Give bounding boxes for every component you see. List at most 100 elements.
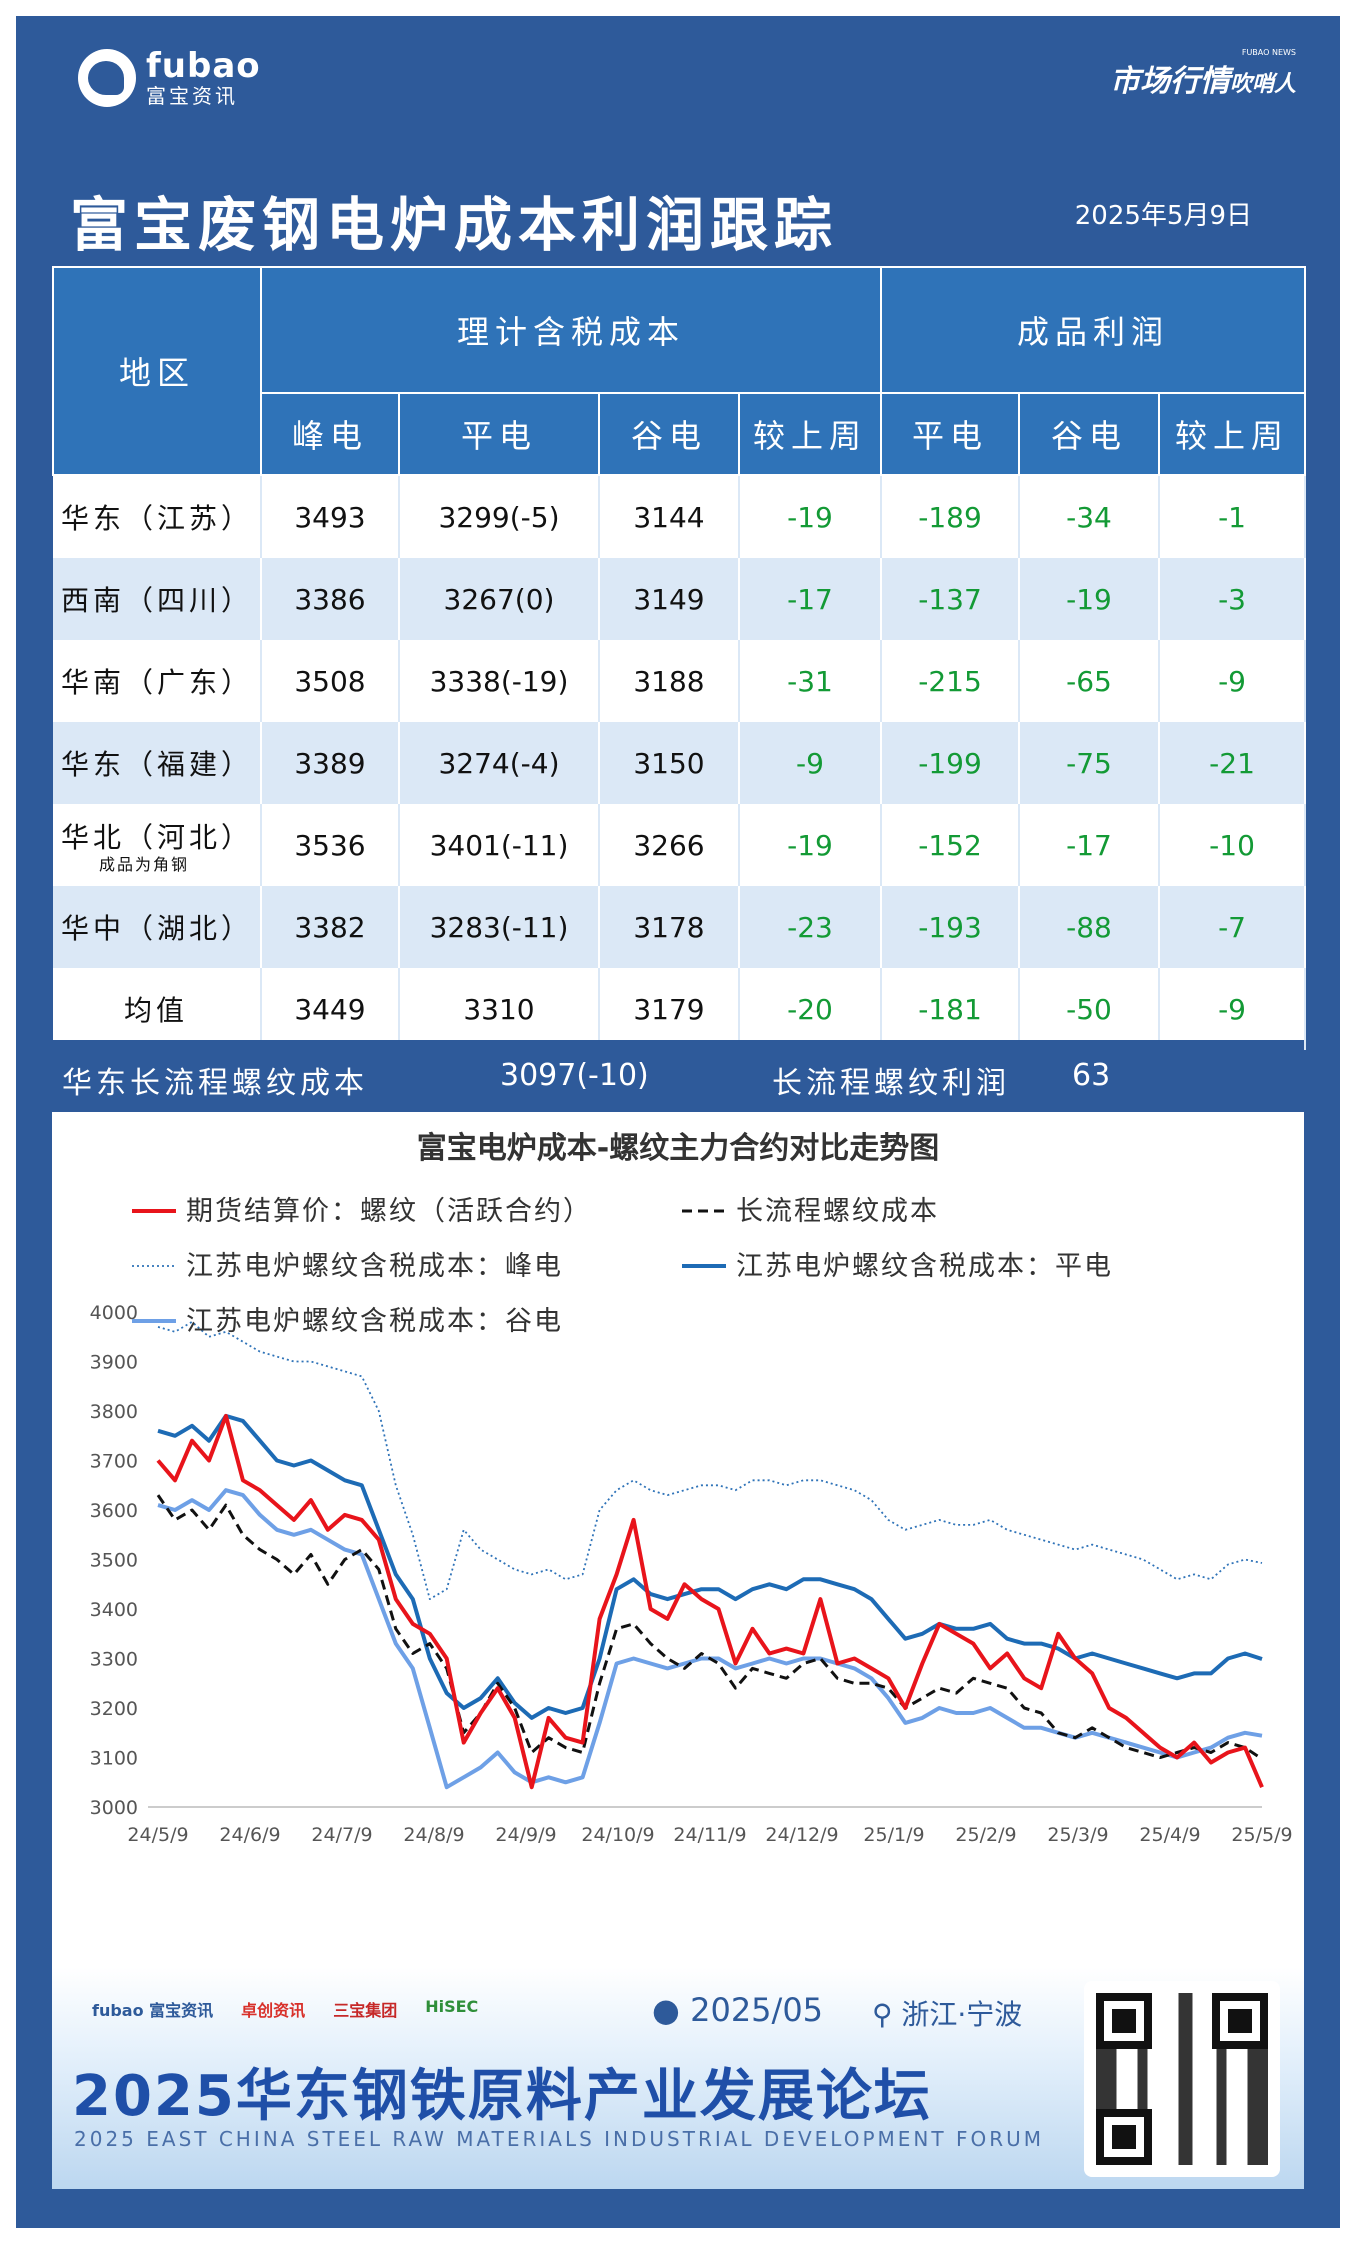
cost-flat-cell: 3299(-5) bbox=[399, 475, 600, 558]
x-tick-label: 24/5/9 bbox=[127, 1824, 188, 1846]
series-line-4 bbox=[157, 1488, 1263, 1790]
y-tick-label: 3200 bbox=[90, 1698, 138, 1720]
profit-flat-cell: -199 bbox=[881, 722, 1021, 804]
y-tick-label: 3300 bbox=[90, 1649, 138, 1671]
region-cell: 西南（四川） bbox=[53, 558, 262, 640]
cost-flat-cell: 3267(0) bbox=[399, 558, 600, 640]
cost-valley-cell: 3144 bbox=[599, 475, 740, 558]
table-row: 华中（湖北） 3382 3283(-11) 3178 -23 -193 -88 … bbox=[53, 886, 1307, 968]
region-cell: 华北（河北） 成品为角钢 bbox=[53, 804, 262, 886]
logo-text: fubao 富宝资讯 bbox=[146, 48, 261, 108]
cost-valley-cell: 3149 bbox=[599, 558, 740, 640]
profit-flat-cell: -193 bbox=[881, 886, 1021, 968]
profit-wow-cell: -9 bbox=[1159, 640, 1307, 722]
market-label2: 吹哨人 bbox=[1229, 72, 1296, 97]
region-cell: 华东（福建） bbox=[53, 722, 262, 804]
cost-wow-cell: -23 bbox=[739, 886, 883, 968]
x-tick-label: 24/12/9 bbox=[765, 1824, 838, 1846]
y-tick-label: 3000 bbox=[90, 1797, 138, 1819]
x-tick-label: 24/7/9 bbox=[311, 1824, 372, 1846]
chart-area: 富宝电炉成本-螺纹主力合约对比走势图 3000 3100 3200 3300 3400 35… bbox=[52, 1112, 1304, 1967]
cost-valley-cell: 3179 bbox=[599, 968, 740, 1050]
cost-peak-cell: 3382 bbox=[261, 886, 400, 968]
cost-peak-cell: 3389 bbox=[261, 722, 400, 804]
report-date: 2025年5月9日 bbox=[1074, 201, 1252, 231]
cost-wow-cell: -17 bbox=[739, 558, 883, 640]
series-line-3 bbox=[157, 1413, 1263, 1720]
cost-valley-cell: 3150 bbox=[599, 722, 740, 804]
sponsor-fubao-logo: fubao 富宝资讯 bbox=[92, 2001, 214, 2020]
table-row: 华南（广东） 3508 3338(-19) 3188 -31 -215 -65 … bbox=[53, 640, 1307, 722]
qr-code[interactable] bbox=[1084, 1981, 1280, 2177]
y-tick-label: 3900 bbox=[90, 1352, 138, 1374]
chart-title: 富宝电炉成本-螺纹主力合约对比走势图 bbox=[417, 1131, 939, 1166]
average-label: 均值 bbox=[53, 968, 262, 1050]
cost-wow-cell: -31 bbox=[739, 640, 883, 722]
header-region: 地区 bbox=[52, 266, 262, 476]
x-tick-label: 24/8/9 bbox=[403, 1824, 464, 1846]
region-name: 华北（河北） bbox=[61, 821, 254, 854]
market-sub: FUBAO NEWS bbox=[1241, 48, 1296, 57]
y-tick-label: 3100 bbox=[90, 1748, 138, 1770]
cost-profit-table: 地区 理计含税成本 成品利润 峰电 平电 谷电 较上周 平电 谷电 较上周 华东… bbox=[52, 266, 1307, 1050]
table-row: 西南（四川） 3386 3267(0) 3149 -17 -137 -19 -3 bbox=[53, 558, 1307, 640]
qr-finder bbox=[1212, 1993, 1268, 2049]
table-row: 华东（福建） 3389 3274(-4) 3150 -9 -199 -75 -2… bbox=[53, 722, 1307, 804]
series-line-0 bbox=[156, 1413, 1264, 1790]
x-tick-label: 24/11/9 bbox=[673, 1824, 746, 1846]
x-tick-label: 25/2/9 bbox=[955, 1824, 1016, 1846]
profit-valley-cell: -75 bbox=[1019, 722, 1161, 804]
x-tick-label: 24/6/9 bbox=[219, 1824, 280, 1846]
profit-flat-cell: -215 bbox=[881, 640, 1021, 722]
cost-flat-cell: 3338(-19) bbox=[399, 640, 600, 722]
table-row-average: 均值 3449 3310 3179 -20 -181 -50 -9 bbox=[53, 968, 1307, 1050]
cost-flat-cell: 3274(-4) bbox=[399, 722, 600, 804]
header-profit-flat: 平电 bbox=[880, 392, 1021, 476]
cost-peak-cell: 3449 bbox=[261, 968, 400, 1050]
x-tick-label: 25/4/9 bbox=[1139, 1824, 1200, 1846]
y-tick-label: 3800 bbox=[90, 1401, 138, 1423]
logo: fubao 富宝资讯 bbox=[78, 48, 261, 108]
market-badge: FUBAO NEWS 市场行情吹哨人 bbox=[1110, 48, 1296, 100]
page-title: 富宝废钢电炉成本利润跟踪 bbox=[70, 191, 839, 259]
forum-location: ⚲ 浙江·宁波 bbox=[872, 1998, 1023, 2031]
logo-en: fubao bbox=[146, 46, 261, 86]
cost-wow-cell: -19 bbox=[739, 804, 883, 886]
forum-title: 2025华东钢铁原料产业发展论坛 bbox=[72, 2064, 932, 2129]
cost-peak-cell: 3493 bbox=[261, 475, 400, 558]
y-tick-label: 3500 bbox=[90, 1550, 138, 1572]
cost-wow-cell: -20 bbox=[739, 968, 883, 1050]
cost-flat-cell: 3283(-11) bbox=[399, 886, 600, 968]
series-line-1 bbox=[156, 1494, 1263, 1761]
y-tick-label: 3600 bbox=[90, 1500, 138, 1522]
table-row: 华北（河北） 成品为角钢 3536 3401(-11) 3266 -19 -15… bbox=[53, 804, 1307, 886]
x-tick-label: 25/1/9 bbox=[863, 1824, 924, 1846]
logo-cn: 富宝资讯 bbox=[146, 84, 238, 108]
profit-valley-cell: -88 bbox=[1019, 886, 1161, 968]
cost-valley-cell: 3266 bbox=[599, 804, 740, 886]
long-process-bar: 华东长流程螺纹成本 3097(-10) 长流程螺纹利润 63 bbox=[52, 1040, 1304, 1112]
profit-wow-cell: -21 bbox=[1159, 722, 1307, 804]
sponsor-logos: fubao 富宝资讯 卓创资讯 三宝集团 HiSEC bbox=[92, 1997, 478, 2021]
qr-finder bbox=[1096, 2109, 1152, 2165]
qr-finder bbox=[1096, 1993, 1152, 2049]
profit-wow-cell: -10 bbox=[1159, 804, 1307, 886]
legend-label: 江苏电炉螺纹含税成本：峰电 bbox=[186, 1251, 563, 1282]
header-profit-group: 成品利润 bbox=[880, 266, 1307, 394]
cost-wow-cell: -19 bbox=[739, 475, 883, 558]
profit-wow-cell: -7 bbox=[1159, 886, 1307, 968]
header-cost-peak: 峰电 bbox=[260, 392, 400, 476]
x-tick-label: 24/9/9 bbox=[495, 1824, 556, 1846]
cost-peak-cell: 3508 bbox=[261, 640, 400, 722]
profit-valley-cell: -19 bbox=[1019, 558, 1161, 640]
legend-label: 江苏电炉螺纹含税成本：谷电 bbox=[186, 1306, 563, 1337]
cost-valley-cell: 3178 bbox=[599, 886, 740, 968]
profit-wow-cell: -9 bbox=[1159, 968, 1307, 1050]
header-cost-wow: 较上周 bbox=[737, 392, 883, 476]
forum-banner: fubao 富宝资讯 卓创资讯 三宝集团 HiSEC ● 2025/05 ⚲ 浙… bbox=[52, 1967, 1304, 2189]
legend-label: 江苏电炉螺纹含税成本：平电 bbox=[736, 1251, 1113, 1282]
long-cost-label: 华东长流程螺纹成本 bbox=[62, 1066, 368, 1101]
trend-chart: 富宝电炉成本-螺纹主力合约对比走势图 3000 3100 3200 3300 3400 35… bbox=[90, 1131, 1293, 1846]
cost-peak-cell: 3386 bbox=[261, 558, 400, 640]
